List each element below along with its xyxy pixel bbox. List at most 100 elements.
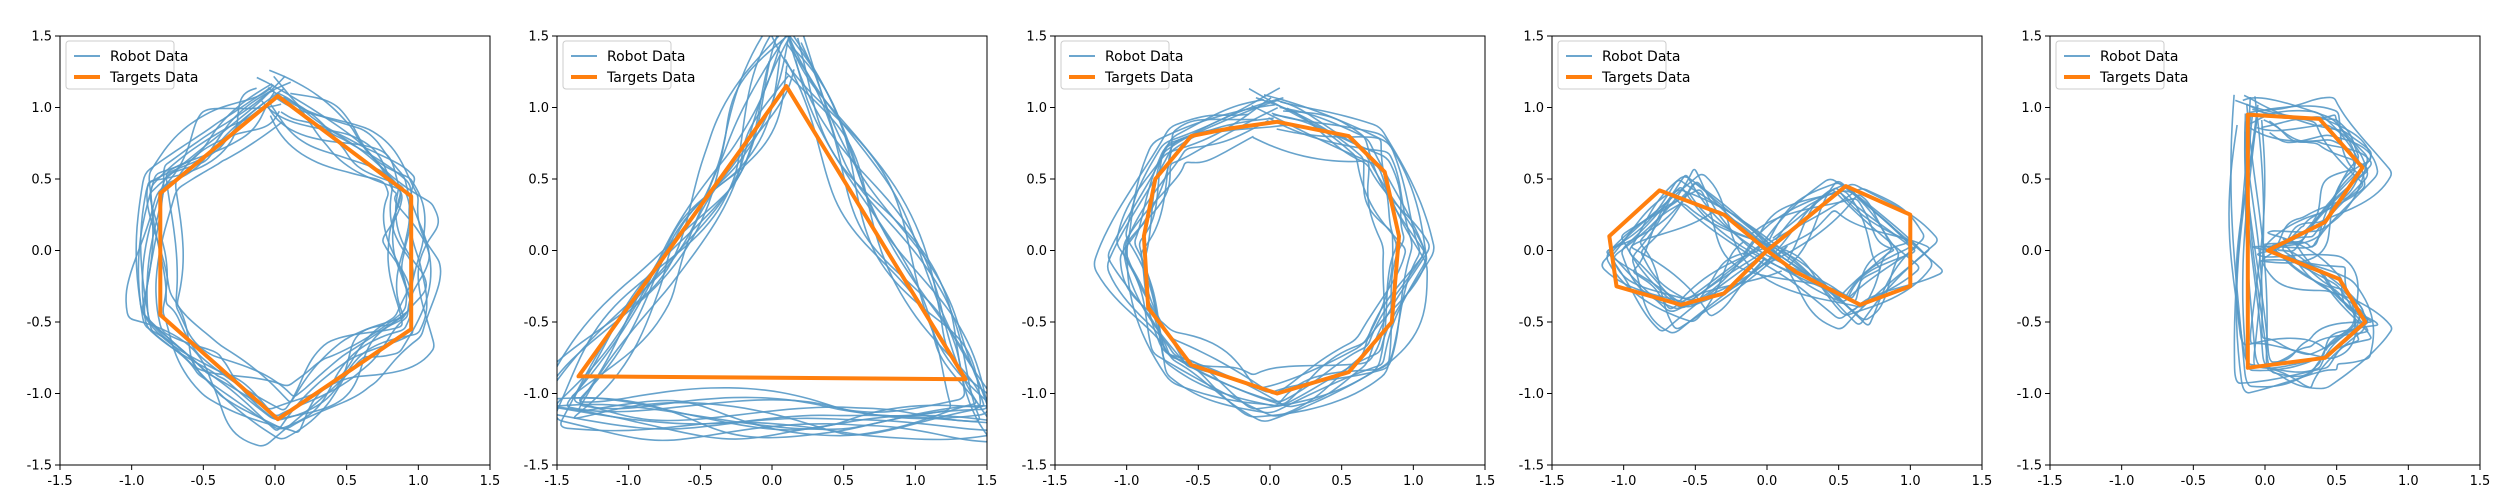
y-tick-label: -1.0 bbox=[27, 387, 52, 402]
target-path-line bbox=[1607, 184, 1913, 307]
x-tick-label: 0.0 bbox=[265, 474, 286, 489]
legend: Robot Data Targets Data bbox=[1557, 40, 1690, 90]
y-tick-label: 0.5 bbox=[528, 173, 549, 188]
robot-trajectory-line bbox=[571, 69, 985, 431]
robot-trajectory-line bbox=[2244, 113, 2373, 363]
x-tick-label: 0.0 bbox=[762, 474, 783, 489]
x-tick-label: -0.5 bbox=[1683, 474, 1708, 489]
x-tick-label: -1.5 bbox=[1042, 474, 1067, 489]
x-tick-label: -1.5 bbox=[544, 474, 569, 489]
robot-trajectory-line bbox=[1126, 106, 1428, 407]
robot-trajectory-line bbox=[143, 75, 430, 417]
robot-trajectory-line bbox=[578, 59, 977, 437]
y-tick-label: 0.0 bbox=[1523, 244, 1544, 259]
x-tick-label: -0.5 bbox=[1186, 474, 1211, 489]
y-tick-label: -1.5 bbox=[2017, 459, 2042, 474]
robot-trajectory-line bbox=[1628, 176, 1918, 304]
plot-area bbox=[557, 36, 987, 443]
y-tick-label: 0.5 bbox=[1026, 173, 1047, 188]
y-tick-label: -0.5 bbox=[2017, 316, 2042, 331]
y-tick-label: 0.0 bbox=[31, 244, 52, 259]
legend: Robot Data Targets Data bbox=[562, 40, 695, 90]
y-tick-label: 1.0 bbox=[1026, 101, 1047, 116]
legend-label-target: Targets Data bbox=[606, 70, 695, 86]
x-tick-label: 0.0 bbox=[2255, 474, 2276, 489]
robot-trajectory-line bbox=[141, 69, 426, 431]
y-tick-label: -1.0 bbox=[524, 387, 549, 402]
legend-label-robot: Robot Data bbox=[2100, 49, 2178, 65]
y-tick-label: -0.5 bbox=[27, 316, 52, 331]
robot-trajectory-line bbox=[125, 76, 432, 447]
robot-trajectory-line bbox=[1138, 97, 1428, 405]
x-tick-label: -0.5 bbox=[2181, 474, 2206, 489]
y-tick-label: 1.0 bbox=[528, 101, 549, 116]
x-tick-label: 1.5 bbox=[2470, 474, 2491, 489]
robot-trajectory-line bbox=[560, 36, 987, 441]
x-tick-label: 0.5 bbox=[1828, 474, 1849, 489]
robot-trajectory-line bbox=[1601, 173, 1895, 308]
x-tick-label: -1.5 bbox=[2037, 474, 2062, 489]
x-tick-label: -1.0 bbox=[2109, 474, 2134, 489]
x-tick-label: 1.0 bbox=[1900, 474, 1921, 489]
x-tick-label: 0.0 bbox=[1757, 474, 1778, 489]
plot-area bbox=[1093, 87, 1435, 422]
robot-trajectory-line bbox=[1106, 104, 1397, 410]
y-tick-label: 0.5 bbox=[31, 173, 52, 188]
x-tick-label: 0.0 bbox=[1260, 474, 1281, 489]
y-tick-label: -0.5 bbox=[1519, 316, 1544, 331]
y-tick-label: 0.5 bbox=[2021, 173, 2042, 188]
x-tick-label: 0.5 bbox=[2326, 474, 2347, 489]
robot-trajectory-line bbox=[1122, 135, 1386, 376]
x-tick-label: -0.5 bbox=[191, 474, 216, 489]
x-tick-label: 1.5 bbox=[480, 474, 501, 489]
x-tick-label: 1.0 bbox=[2398, 474, 2419, 489]
panels: -1.5 -1.0 -0.5 0.0 0.5 1.0 1.5 -1.5 -1.0 -0.5 0.0 0… bbox=[27, 30, 2491, 490]
x-tick-label: 1.5 bbox=[1475, 474, 1496, 489]
legend: Robot Data Targets Data bbox=[1060, 40, 1193, 90]
robot-trajectory-line bbox=[1107, 94, 1421, 422]
y-tick-label: 1.5 bbox=[1026, 30, 1047, 45]
target-path-line bbox=[158, 94, 414, 422]
robot-trajectory-line bbox=[2235, 96, 2359, 351]
robot-trajectory-line bbox=[1640, 181, 1910, 301]
y-tick-label: -1.0 bbox=[2017, 387, 2042, 402]
y-tick-label: -0.5 bbox=[1022, 316, 1047, 331]
robot-trajectory-line bbox=[135, 75, 428, 440]
y-tick-label: -1.0 bbox=[1022, 387, 1047, 402]
legend-label-robot: Robot Data bbox=[110, 49, 188, 65]
x-tick-label: 1.0 bbox=[408, 474, 429, 489]
x-tick-label: 1.0 bbox=[1403, 474, 1424, 489]
plot-area bbox=[125, 69, 442, 447]
y-tick-label: 1.0 bbox=[31, 101, 52, 116]
robot-trajectory-line bbox=[2244, 116, 2369, 373]
y-tick-label: 0.5 bbox=[1523, 173, 1544, 188]
legend-label-robot: Robot Data bbox=[607, 49, 685, 65]
x-tick-label: 1.0 bbox=[905, 474, 926, 489]
robot-trajectory-line bbox=[557, 36, 987, 431]
x-tick-label: -1.0 bbox=[1114, 474, 1139, 489]
y-tick-label: 0.0 bbox=[528, 244, 549, 259]
legend: Robot Data Targets Data bbox=[2055, 40, 2188, 90]
x-tick-label: -0.5 bbox=[688, 474, 713, 489]
robot-trajectory-line bbox=[139, 102, 412, 430]
robot-trajectory-line bbox=[579, 43, 966, 413]
panel-3: -1.5 -1.0 -0.5 0.0 0.5 1.0 1.5 -1.5 -1.0 -0.5 0.0 0… bbox=[1022, 30, 1496, 490]
x-tick-label: -1.5 bbox=[1539, 474, 1564, 489]
y-tick-label: 1.0 bbox=[2021, 101, 2042, 116]
robot-trajectory-line bbox=[579, 58, 952, 417]
y-tick-label: -0.5 bbox=[524, 316, 549, 331]
x-tick-label: -1.5 bbox=[47, 474, 72, 489]
x-tick-label: 0.5 bbox=[1331, 474, 1352, 489]
panel-1: -1.5 -1.0 -0.5 0.0 0.5 1.0 1.5 -1.5 -1.0 -0.5 0.0 0… bbox=[27, 30, 501, 490]
y-tick-label: -1.5 bbox=[524, 459, 549, 474]
robot-trajectory-line bbox=[1606, 182, 1925, 326]
x-tick-label: 0.5 bbox=[833, 474, 854, 489]
robot-trajectory-line bbox=[1093, 88, 1405, 418]
legend-label-target: Targets Data bbox=[1601, 70, 1690, 86]
legend-label-robot: Robot Data bbox=[1105, 49, 1183, 65]
y-tick-label: 1.5 bbox=[1523, 30, 1544, 45]
legend-label-target: Targets Data bbox=[109, 70, 198, 86]
x-tick-label: 0.5 bbox=[336, 474, 357, 489]
y-tick-label: -1.5 bbox=[1519, 459, 1544, 474]
